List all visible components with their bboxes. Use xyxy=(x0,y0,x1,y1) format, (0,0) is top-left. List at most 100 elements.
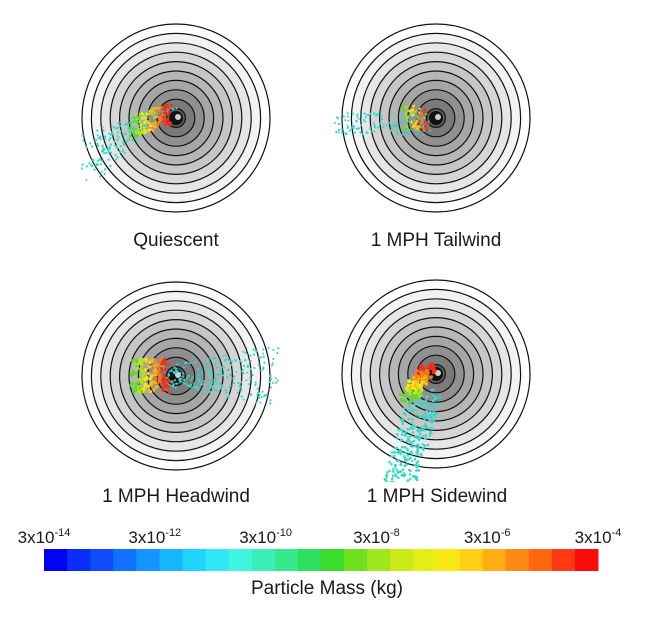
target-rings-tailwind xyxy=(334,23,531,213)
particle xyxy=(431,370,436,375)
particle xyxy=(390,477,394,481)
particle xyxy=(153,125,157,129)
particle xyxy=(412,110,416,114)
particle xyxy=(141,112,145,116)
particle xyxy=(219,370,222,373)
particle xyxy=(356,115,359,118)
particle xyxy=(254,401,258,404)
particle xyxy=(193,382,196,385)
particle xyxy=(394,465,397,468)
particle xyxy=(411,427,415,431)
particle xyxy=(116,146,119,149)
particle xyxy=(132,116,136,119)
particle xyxy=(392,467,395,471)
particle xyxy=(410,111,413,115)
particle xyxy=(224,354,227,357)
particle xyxy=(109,143,113,146)
particle xyxy=(359,124,362,127)
particle xyxy=(191,376,194,379)
particle xyxy=(163,111,166,115)
particle xyxy=(403,126,406,130)
particle xyxy=(410,421,414,425)
particle xyxy=(147,128,151,132)
particle xyxy=(388,460,391,464)
particle xyxy=(204,367,207,370)
particle xyxy=(164,121,168,124)
particle xyxy=(238,359,241,363)
particle xyxy=(420,111,424,115)
particle xyxy=(109,137,112,140)
particle xyxy=(434,415,437,418)
particle xyxy=(107,139,111,142)
particle xyxy=(416,124,419,128)
colorbar-segment xyxy=(321,549,345,571)
particle xyxy=(93,168,96,171)
particle xyxy=(438,396,442,400)
particle xyxy=(261,352,265,355)
particle xyxy=(251,373,254,377)
colorbar-segment xyxy=(182,549,207,571)
particle xyxy=(432,409,435,413)
particle xyxy=(171,380,174,383)
particle xyxy=(412,122,416,125)
particle xyxy=(355,127,358,131)
particle xyxy=(399,448,402,452)
particle xyxy=(133,119,137,123)
particle xyxy=(423,424,426,428)
particle xyxy=(370,130,373,133)
particle xyxy=(116,126,120,129)
particle xyxy=(335,131,338,134)
particle xyxy=(389,112,393,115)
particle xyxy=(238,384,241,387)
particle xyxy=(413,457,417,461)
particle xyxy=(109,164,112,168)
particle xyxy=(364,116,367,119)
particle xyxy=(405,481,408,482)
colorbar-segment xyxy=(390,549,414,571)
particle xyxy=(136,385,140,389)
particle xyxy=(353,131,357,134)
particle xyxy=(399,439,403,442)
particle xyxy=(404,394,408,399)
panel-tailwind: 1 MPH Tailwind xyxy=(334,10,548,251)
particle xyxy=(139,125,143,129)
particle xyxy=(271,362,274,365)
particle xyxy=(109,133,113,136)
particle xyxy=(89,163,92,166)
particle xyxy=(176,363,179,366)
particle xyxy=(404,459,408,463)
particle xyxy=(361,132,364,135)
particle xyxy=(226,368,230,372)
particle xyxy=(379,122,382,125)
particle xyxy=(411,424,415,428)
particle xyxy=(135,371,139,375)
particle xyxy=(421,402,425,406)
particle xyxy=(408,405,412,409)
particle xyxy=(89,142,92,145)
particle xyxy=(391,470,395,473)
particle xyxy=(167,384,171,388)
particle xyxy=(375,113,378,116)
particle xyxy=(431,399,435,403)
particle xyxy=(110,131,114,134)
particle xyxy=(425,110,428,114)
particle xyxy=(239,370,243,373)
particle xyxy=(132,390,136,394)
particle xyxy=(130,117,133,120)
particle xyxy=(424,124,427,128)
particle xyxy=(412,104,416,108)
colorbar-segment xyxy=(113,549,137,571)
particle xyxy=(405,120,408,124)
particle xyxy=(185,383,188,386)
particle xyxy=(399,452,403,456)
particle xyxy=(136,141,139,144)
particle xyxy=(193,361,196,364)
particle xyxy=(424,399,428,402)
particle xyxy=(227,358,230,361)
particle xyxy=(409,114,412,117)
particle xyxy=(395,127,398,130)
particle xyxy=(102,129,105,132)
particle xyxy=(267,346,270,349)
panel-label-sidewind: 1 MPH Sidewind xyxy=(366,486,508,507)
particle xyxy=(262,366,265,369)
